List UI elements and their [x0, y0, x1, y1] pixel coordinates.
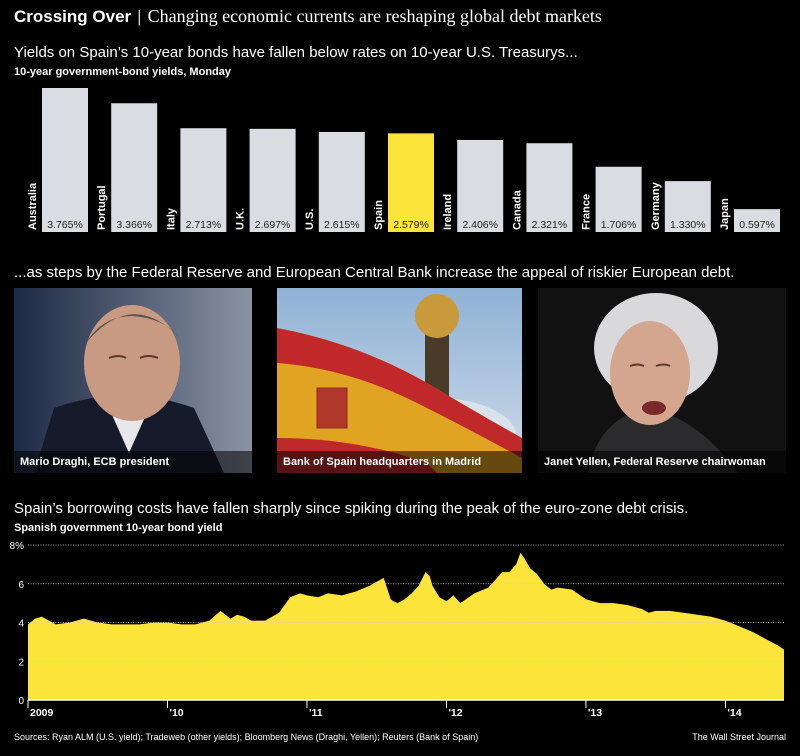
bar-value-label: 3.366%: [116, 219, 152, 231]
bar-category-label: U.S.: [304, 209, 316, 230]
bar-us: [318, 131, 365, 232]
bar-portugal: [111, 103, 158, 232]
bar-category-label: France: [581, 194, 593, 230]
bar-france: [595, 166, 642, 232]
x-tick-label: '12: [448, 707, 462, 719]
y-tick-label: 8%: [10, 541, 25, 552]
bar-category-label: Australia: [27, 182, 39, 230]
bar-value-label: 2.615%: [324, 219, 360, 231]
photo-yellen: Janet Yellen, Federal Reserve chairwoman: [538, 288, 786, 473]
x-tick-label: '11: [309, 707, 323, 719]
bar-value-label: 2.321%: [532, 219, 568, 231]
bar-chart-title: Yields on Spain’s 10-year bonds have fal…: [14, 44, 578, 61]
photos-section-title: ...as steps by the Federal Reserve and E…: [14, 264, 735, 281]
photo-bank-of-spain: Bank of Spain headquarters in Madrid: [277, 288, 522, 473]
x-tick-label: 2009: [30, 707, 54, 719]
area-chart-subtitle: Spanish government 10-year bond yield: [14, 522, 223, 534]
bar-category-label: Spain: [373, 200, 385, 230]
bar-germany: [664, 181, 711, 232]
y-tick-label: 0: [18, 696, 24, 707]
bar-category-label: U.K.: [235, 208, 247, 230]
bar-category-label: Germany: [650, 181, 662, 230]
bar-uk: [249, 128, 296, 232]
y-tick-label: 4: [18, 619, 24, 630]
area-chart-title: Spain’s borrowing costs have fallen shar…: [14, 500, 689, 517]
bar-japan: [734, 209, 780, 232]
bar-value-label: 3.765%: [47, 219, 83, 231]
bar-category-label: Japan: [719, 198, 731, 230]
x-tick-label: '13: [588, 707, 602, 719]
bar-value-label: 2.406%: [462, 219, 498, 231]
bar-value-label: 0.597%: [739, 219, 775, 231]
draghi-photo-illustration: [14, 288, 252, 473]
x-tick-label: '10: [169, 707, 183, 719]
area-chart: 0 2 4 6 8% 2009 '10 '11 '12 '13 '14: [10, 541, 784, 719]
bank-of-spain-photo-illustration: [277, 288, 522, 473]
bar-category-label: Italy: [165, 207, 177, 230]
bar-value-label: 2.713%: [186, 219, 222, 231]
y-tick-label: 2: [18, 657, 24, 668]
bar-chart: Australia 3.765% Portugal 3.366% Italy 2.713%…: [27, 88, 780, 232]
bar-value-label: 2.579%: [393, 219, 429, 231]
headline-title: Crossing Over: [14, 7, 132, 26]
headline-subtitle: Changing economic currents are reshaping…: [147, 6, 602, 26]
photo-draghi: Mario Draghi, ECB president: [14, 288, 252, 473]
bar-canada: [526, 143, 573, 232]
yield-area: [28, 552, 784, 700]
bar-spain: [388, 133, 434, 232]
bar-category-label: Portugal: [96, 185, 108, 230]
photo-caption-draghi: Mario Draghi, ECB president: [14, 451, 252, 473]
sources-note: Sources: Ryan ALM (U.S. yield); Tradeweb…: [14, 732, 479, 742]
yellen-photo-illustration: [538, 288, 786, 473]
photo-caption-bank-of-spain: Bank of Spain headquarters in Madrid: [277, 451, 522, 473]
headline-separator: |: [137, 7, 142, 26]
bar-italy: [180, 128, 227, 232]
y-tick-label: 6: [18, 580, 24, 591]
bar-ireland: [457, 139, 504, 232]
x-tick-label: '14: [727, 707, 741, 719]
bar-category-label: Canada: [511, 189, 523, 230]
bar-australia: [42, 88, 88, 232]
publisher-credit: The Wall Street Journal: [692, 732, 786, 742]
bar-category-label: Ireland: [442, 194, 454, 230]
bar-value-label: 2.697%: [255, 219, 291, 231]
headline: Crossing Over | Changing economic currents…: [14, 6, 602, 27]
bar-value-label: 1.330%: [670, 219, 706, 231]
bar-value-label: 1.706%: [601, 219, 637, 231]
bar-chart-subtitle: 10-year government-bond yields, Monday: [14, 66, 231, 78]
photo-caption-yellen: Janet Yellen, Federal Reserve chairwoman: [538, 451, 786, 473]
